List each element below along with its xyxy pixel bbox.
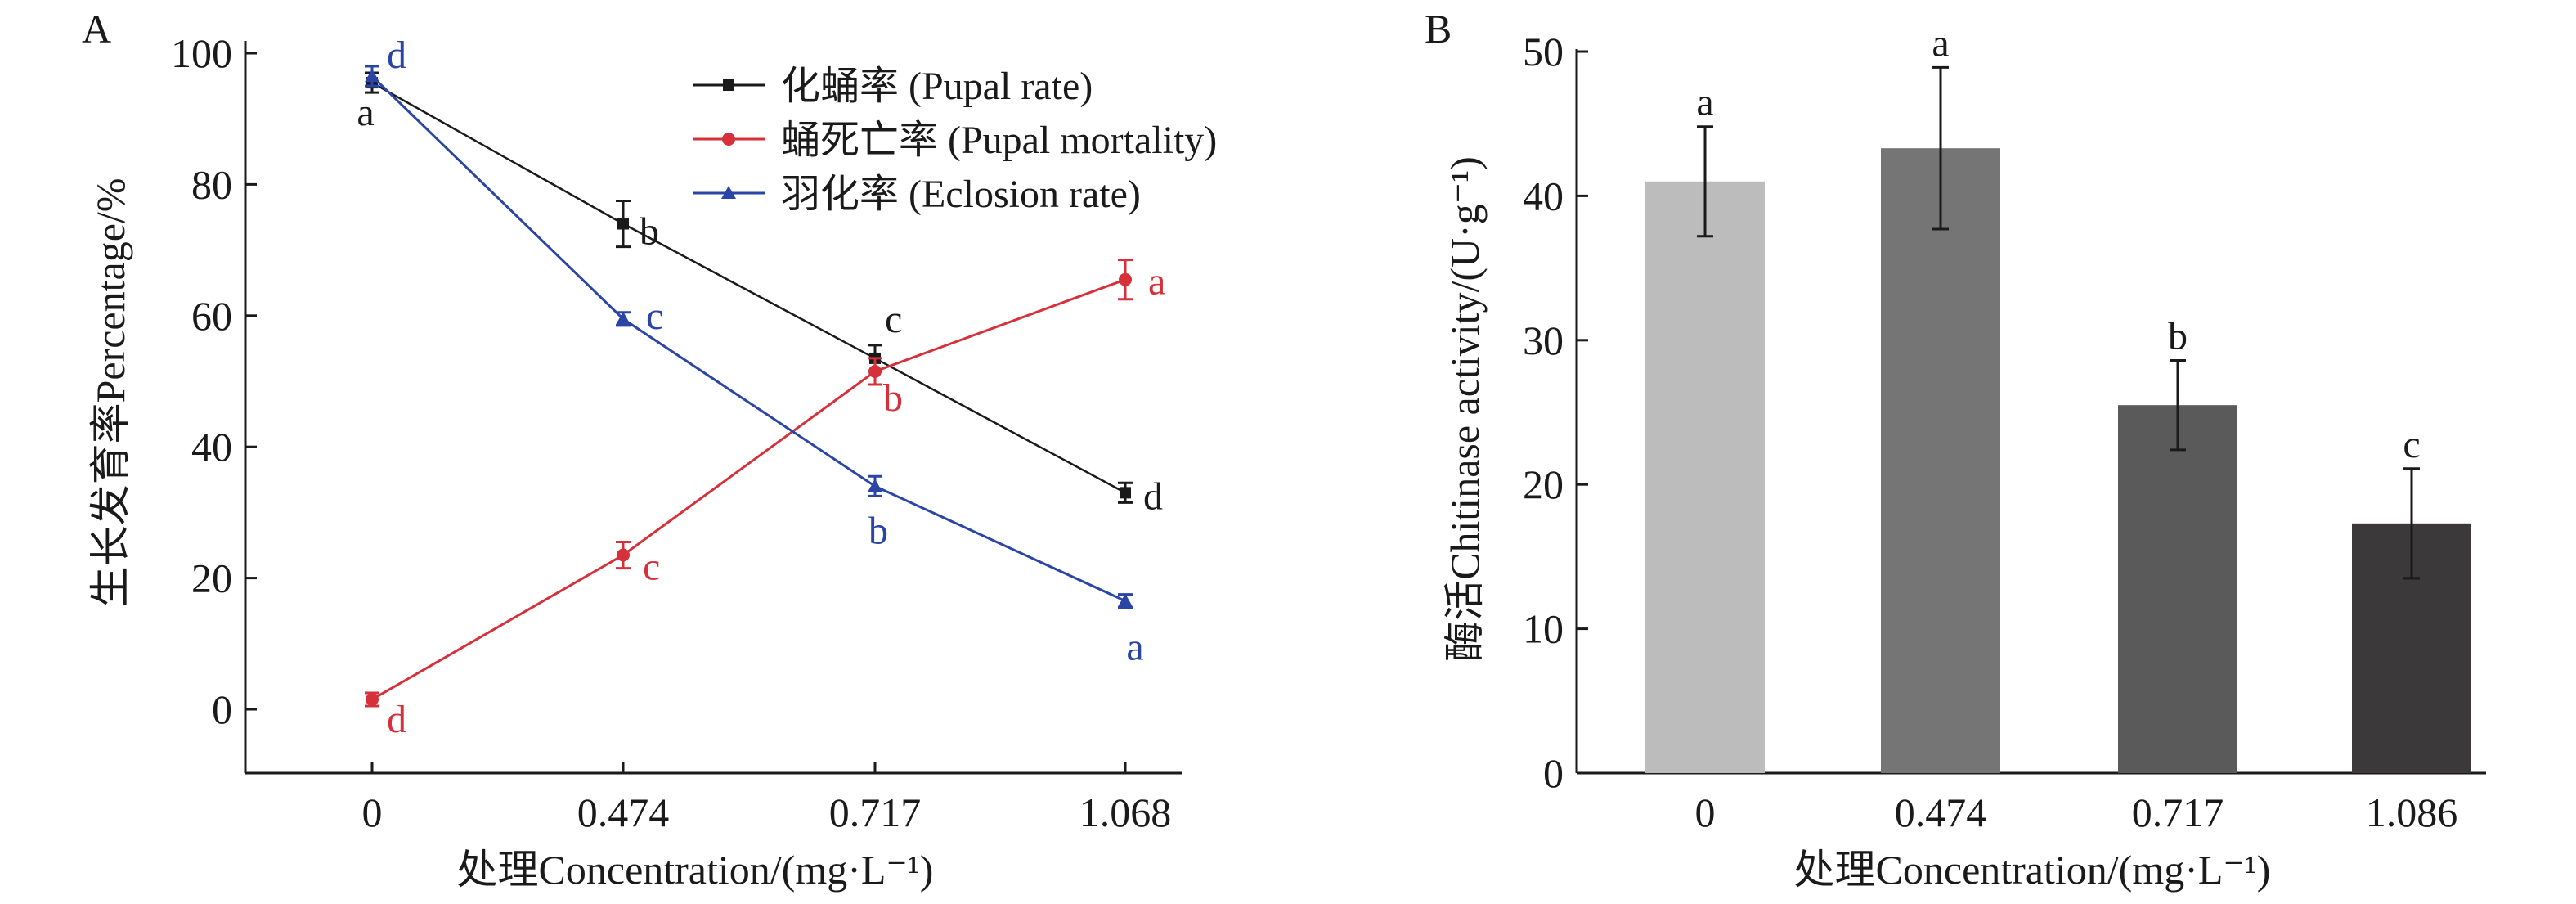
y-tick-label: 50 (1523, 29, 1564, 74)
bar (1881, 148, 2000, 774)
bar (1645, 181, 1765, 773)
significance-letter: b (2168, 314, 2188, 358)
panel-b-y-ticks: 0 10 20 30 40 50 (1523, 29, 1588, 796)
data-point (1118, 593, 1133, 607)
significance-letter: d (387, 34, 406, 77)
error-bar (2170, 358, 2186, 452)
y-tick-label: 30 (1523, 317, 1564, 363)
legend-label: 羽化率 (Eclosion rate) (781, 173, 1141, 216)
bar (2118, 405, 2237, 773)
series-line (371, 82, 1126, 494)
panel-b-x-ticks: 0 0.474 0.717 1.086 (1695, 789, 2458, 835)
legend-label: 化蛹率 (Pupal rate) (781, 65, 1093, 108)
panel-a-y-axis-label: 生长发育率Percentage/% (88, 178, 133, 608)
error-bar (1697, 125, 1713, 238)
panel-b-bars: a a b c (1645, 21, 2471, 774)
data-point (868, 364, 882, 378)
x-tick-label: 0.474 (577, 789, 670, 835)
legend-item: 羽化率 (Eclosion rate) (693, 173, 1141, 216)
data-point (617, 548, 630, 562)
legend-label: 蛹死亡率 (Pupal mortality) (781, 119, 1217, 162)
data-point (1120, 487, 1131, 499)
data-point (1119, 272, 1132, 286)
legend-marker (722, 133, 735, 146)
y-tick-label: 60 (191, 293, 232, 339)
data-point (617, 218, 629, 230)
data-point (868, 479, 882, 492)
significance-letter: a (357, 91, 374, 134)
significance-letter: b (640, 210, 659, 254)
significance-letter: a (1148, 260, 1165, 304)
significance-letter: b (868, 509, 888, 552)
significance-letter: c (646, 295, 663, 338)
panel-a-x-axis-label: 处理Concentration/(mg·L⁻¹) (457, 847, 934, 893)
series-line (371, 278, 1126, 701)
panel-a-legend: 化蛹率 (Pupal rate) 蛹死亡率 (Pupal mortality) 羽化… (693, 65, 1217, 216)
x-tick-label: 1.086 (2366, 789, 2458, 835)
y-tick-label: 40 (1523, 173, 1564, 218)
significance-letter: a (1696, 81, 1713, 124)
panel-a-y-ticks: 0 20 40 60 80 100 (171, 30, 257, 732)
data-point (366, 692, 379, 706)
y-tick-label: 0 (1543, 750, 1564, 796)
y-tick-label: 80 (191, 161, 232, 207)
panel-b: B 0 10 20 30 40 50 a a b c 0 0.474 0.717 1.086 处理Co… (1425, 6, 2486, 893)
significance-letter: b (883, 376, 903, 420)
y-tick-label: 20 (191, 555, 232, 601)
x-tick-label: 0.474 (1895, 789, 1987, 835)
y-tick-label: 20 (1523, 461, 1564, 507)
significance-letter: d (1143, 474, 1163, 518)
panel-a-letter: A (82, 6, 111, 52)
significance-letter: c (2403, 423, 2420, 466)
error-bar (2403, 467, 2420, 580)
panel-a-x-ticks: 0 0.474 0.717 1.068 (362, 762, 1172, 835)
panel-b-y-axis-label: 酶活Chitinase activity/(U·g⁻¹) (1442, 156, 1488, 662)
x-tick-label: 0.717 (829, 789, 922, 835)
y-tick-label: 100 (171, 30, 232, 76)
significance-letter: c (643, 546, 660, 589)
significance-letter: c (885, 298, 902, 341)
error-bar (1932, 65, 1949, 231)
legend-item: 蛹死亡率 (Pupal mortality) (693, 119, 1217, 162)
legend-marker (723, 79, 734, 91)
x-tick-label: 0.717 (2132, 789, 2224, 835)
significance-letter: a (1932, 21, 1949, 65)
y-tick-label: 0 (212, 686, 232, 732)
panel-b-letter: B (1425, 6, 1452, 52)
x-tick-label: 1.068 (1079, 789, 1172, 835)
legend-item: 化蛹率 (Pupal rate) (693, 65, 1093, 108)
data-point (616, 311, 631, 325)
data-point (365, 69, 379, 83)
series-line (370, 74, 1126, 603)
significance-letter: d (387, 698, 406, 741)
x-tick-label: 0 (362, 789, 383, 835)
significance-letter: a (1126, 626, 1143, 669)
x-tick-label: 0 (1695, 789, 1716, 835)
panel-b-x-axis-label: 处理Concentration/(mg·L⁻¹) (1794, 847, 2271, 893)
y-tick-label: 10 (1523, 606, 1564, 652)
legend-marker (721, 186, 736, 199)
y-tick-label: 40 (191, 424, 232, 470)
